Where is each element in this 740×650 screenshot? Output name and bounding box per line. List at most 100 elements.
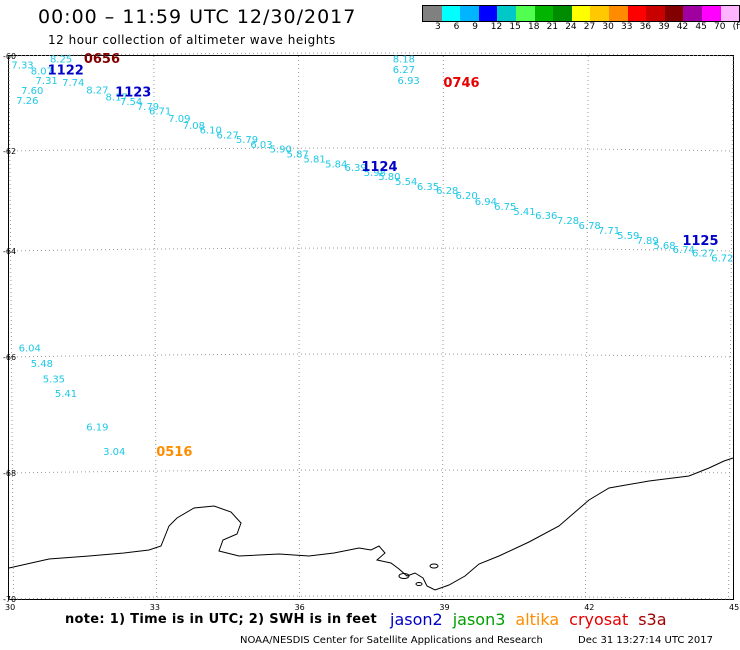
- wave-height-label: 5.80: [378, 172, 400, 183]
- legend-label: (ft): [732, 22, 740, 32]
- wave-height-label: 7.89: [636, 236, 658, 247]
- wave-height-label: 7.33: [11, 61, 33, 72]
- island-outline: [429, 563, 439, 569]
- wave-height-label: 5.98: [364, 168, 386, 179]
- satellite-jason3: jason3: [452, 610, 506, 629]
- wave-height-label: 3.04: [103, 447, 125, 458]
- legend-swatch: [515, 6, 535, 21]
- pass-time-label: 1123: [115, 86, 151, 101]
- meridian-line: [298, 55, 300, 600]
- legend-swatch: [441, 6, 461, 21]
- legend-swatch: [701, 6, 721, 21]
- map-title: 00:00 – 11:59 UTC 12/30/2017: [38, 6, 357, 28]
- wave-height-label: 6.20: [455, 191, 477, 202]
- wave-height-label: 6.78: [579, 221, 601, 232]
- wave-height-label: 6.35: [417, 182, 439, 193]
- meridian-line: [442, 55, 444, 600]
- wave-height-label: 7.26: [16, 96, 38, 107]
- wave-height-label: 7.60: [21, 86, 43, 97]
- wave-height-label: 7.54: [120, 97, 142, 108]
- longitude-tick-label: 39: [439, 603, 449, 612]
- wave-height-label: 8.07: [31, 66, 53, 77]
- longitude-tick-label: 45: [729, 603, 739, 612]
- wave-height-label: 5.48: [31, 359, 53, 370]
- longitude-tick-label: 42: [584, 603, 594, 612]
- legend-label: 15: [509, 22, 521, 32]
- map-subtitle: 12 hour collection of altimeter wave hei…: [48, 33, 336, 47]
- wave-height-label: 6.03: [250, 140, 272, 151]
- wave-height-label: 5.54: [395, 177, 417, 188]
- wave-height-label: 7.79: [137, 102, 159, 113]
- latitude-tick-label: -62: [3, 147, 16, 156]
- wave-height-label: 8.27: [86, 85, 108, 96]
- satellite-altika: altika: [515, 610, 560, 629]
- island-outline: [398, 573, 410, 579]
- footer-timestamp: Dec 31 13:27:14 UTC 2017: [578, 635, 713, 646]
- wave-height-label: 6.71: [149, 107, 171, 118]
- satellite-cryosat: cryosat: [569, 610, 629, 629]
- wave-height-label: 8.17: [106, 92, 128, 103]
- longitude-tick-label: 33: [150, 603, 160, 612]
- map-frame: -60 -62 -64 -66 -68 -70 30 33 36 39 42 45 7.33 8.25 8.…: [3, 52, 739, 612]
- wave-height-label: 6.39: [344, 163, 366, 174]
- wave-height-label: 5.84: [325, 160, 347, 171]
- legend-label: 70: [714, 22, 726, 32]
- legend-swatch: [460, 6, 479, 21]
- longitude-tick-label: 30: [5, 603, 15, 612]
- legend-label: 33: [621, 22, 633, 32]
- legend-swatch: [534, 6, 554, 21]
- wave-height-label: 6.75: [494, 202, 516, 213]
- wave-height-label: 8.18: [393, 54, 415, 65]
- longitude-tick-label: 36: [295, 603, 305, 612]
- meridian-line: [585, 55, 589, 600]
- meridian-line: [728, 55, 734, 600]
- wave-height-label: 5.59: [617, 231, 639, 242]
- legend-swatch: [571, 6, 591, 21]
- wave-height-label: 6.27: [692, 249, 714, 260]
- legend-swatch: [497, 6, 516, 21]
- satellite-s3a: s3a: [638, 610, 667, 629]
- map-note: note: 1) Time is in UTC; 2) SWH is in fe…: [65, 612, 377, 627]
- color-scale-legend: [422, 5, 740, 22]
- wave-height-label: 6.74: [673, 245, 695, 256]
- wave-height-label: 6.93: [398, 76, 420, 87]
- legend-label: 42: [676, 22, 689, 32]
- legend-swatch: [646, 6, 665, 21]
- latitude-tick-label: -60: [3, 52, 16, 61]
- island-outline: [415, 582, 423, 586]
- wave-height-label: 7.28: [557, 216, 579, 227]
- pass-time-label: 0656: [84, 52, 120, 67]
- pass-time-label: 0746: [443, 76, 479, 91]
- legend-swatch: [553, 6, 572, 21]
- legend-label: 39: [658, 22, 670, 32]
- wave-height-label: 6.10: [200, 126, 222, 137]
- latitude-tick-label: -70: [3, 595, 16, 604]
- satellite-legend: jason2 jason3 altika cryosat s3a: [390, 610, 677, 629]
- parallel-line: [8, 595, 734, 600]
- wave-height-label: 7.08: [183, 121, 205, 132]
- meridian-line: [153, 55, 157, 600]
- footer-credit: NOAA/NESDIS Center for Satellite Applica…: [240, 635, 543, 646]
- satellite-jason2: jason2: [390, 610, 443, 629]
- wave-height-label: 6.27: [217, 130, 239, 141]
- legend-swatch: [478, 6, 498, 21]
- pass-time-label: 1125: [682, 234, 718, 249]
- pass-time-label: 1122: [48, 63, 84, 78]
- latitude-tick-label: -68: [3, 469, 16, 478]
- wave-height-label: 7.71: [598, 226, 620, 237]
- wave-height-label: 5.79: [236, 135, 258, 146]
- wave-height-label: 8.25: [50, 54, 72, 65]
- wave-height-label: 6.36: [535, 211, 557, 222]
- legend-label: 18: [528, 22, 540, 32]
- wave-height-label: 6.94: [475, 197, 497, 208]
- legend-label: 27: [583, 22, 596, 32]
- legend-label: 24: [565, 22, 577, 32]
- wave-height-label: 6.72: [711, 253, 733, 264]
- pass-time-label: 0516: [156, 445, 192, 460]
- wave-height-label: 5.41: [55, 389, 77, 400]
- wave-height-label: 6.28: [436, 186, 458, 197]
- legend-swatch: [590, 6, 609, 21]
- legend-swatch: [664, 6, 684, 21]
- legend-label: 30: [602, 22, 614, 32]
